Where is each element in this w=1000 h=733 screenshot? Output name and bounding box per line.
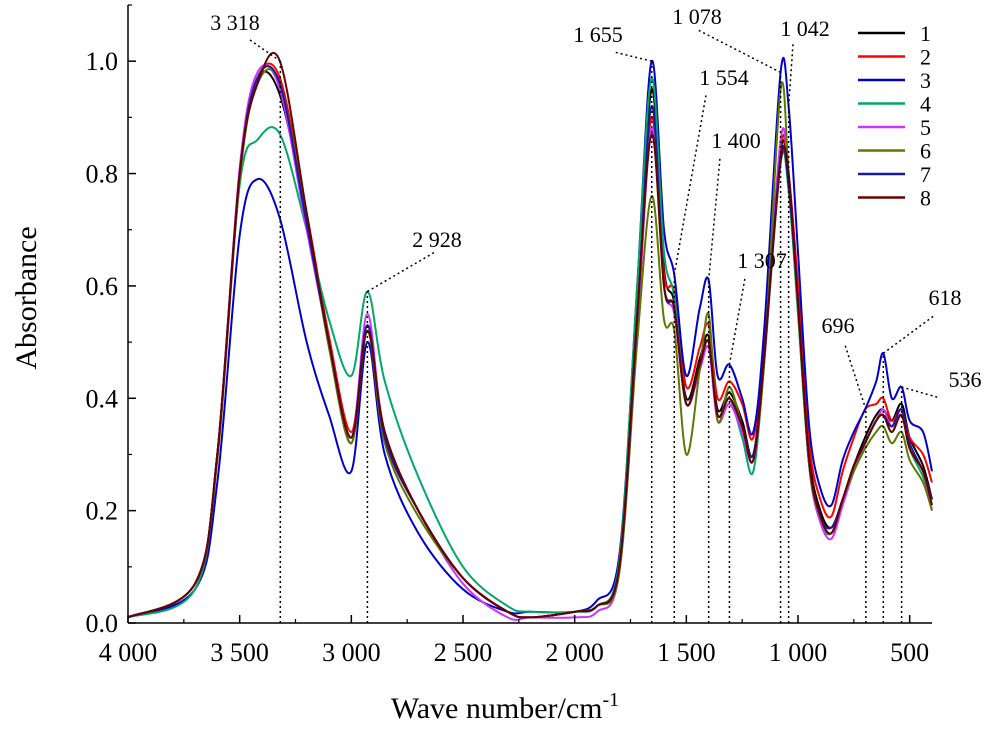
annotation-leader <box>728 277 746 365</box>
series-line-5 <box>127 64 933 621</box>
x-tick-label: 2 500 <box>434 638 493 667</box>
x-tick-label: 500 <box>890 638 929 667</box>
y-tick-label: 0.0 <box>86 609 119 638</box>
y-axis-title: Absorbance <box>10 226 43 369</box>
annotation-leader <box>613 51 652 62</box>
annotation-label: 1 400 <box>711 128 761 153</box>
x-tick-label: 4 000 <box>99 638 158 667</box>
annotation-layer: 3 318 2 928 1 655 1 554 1 400 1 307 1 078 1 042… <box>210 4 982 623</box>
annotation-label: 696 <box>822 313 855 338</box>
x-tick-label: 1 500 <box>657 638 716 667</box>
y-tick-label: 1.0 <box>86 47 119 76</box>
legend-label-2: 2 <box>920 45 931 70</box>
series-line-3 <box>127 56 933 619</box>
x-tick-label: 3 500 <box>210 638 269 667</box>
legend-label-5: 5 <box>920 115 931 140</box>
series-line-1 <box>127 70 933 619</box>
annotation-label: 618 <box>929 285 962 310</box>
y-tick-label: 0.2 <box>86 497 119 526</box>
annotation-leader <box>882 314 936 354</box>
x-axis-title: Wave number/cm-1 <box>391 689 619 725</box>
annotation-label: 2 928 <box>412 227 462 252</box>
y-tick-label: 0.8 <box>86 160 119 189</box>
y-tick-label: 0.6 <box>86 272 119 301</box>
annotation-leader <box>249 39 281 62</box>
tick-layer: 4 000 3 500 3 000 2 500 2 000 1 500 1 000 500 0.… <box>86 4 929 667</box>
annotation-label: 1 078 <box>672 4 722 29</box>
series-line-7 <box>127 65 933 619</box>
series-line-6 <box>127 68 933 619</box>
series-layer <box>127 52 933 621</box>
annotation-leader <box>707 157 721 281</box>
annotation-leader <box>367 251 436 293</box>
annotation-leader <box>673 94 707 275</box>
annotation-leader <box>844 344 867 410</box>
legend-label-6: 6 <box>920 139 931 164</box>
x-tick-label: 1 000 <box>769 638 828 667</box>
annotation-label: 1 307 <box>737 248 787 273</box>
series-line-8 <box>127 52 933 619</box>
annotation-label: 3 318 <box>210 10 260 35</box>
legend-label-1: 1 <box>920 21 931 46</box>
annotation-leader <box>787 43 794 107</box>
annotation-label: 1 554 <box>699 65 749 90</box>
annotation-leader <box>697 29 781 74</box>
legend-label-3: 3 <box>920 68 931 93</box>
annotation-label: 1 655 <box>573 22 623 47</box>
x-axis-title-superscript: -1 <box>603 689 620 711</box>
x-tick-label: 3 000 <box>322 638 381 667</box>
legend-label-8: 8 <box>920 186 931 211</box>
annotation-label: 1 042 <box>780 16 830 41</box>
x-axis-title-main: Wave number/cm <box>391 692 603 725</box>
x-tick-label: 2 000 <box>545 638 604 667</box>
annotation-leader <box>901 386 941 399</box>
legend-label-7: 7 <box>920 162 931 187</box>
y-tick-label: 0.4 <box>86 384 119 413</box>
legend-label-4: 4 <box>920 92 931 117</box>
series-line-4 <box>127 76 933 619</box>
annotation-label: 536 <box>949 367 982 392</box>
